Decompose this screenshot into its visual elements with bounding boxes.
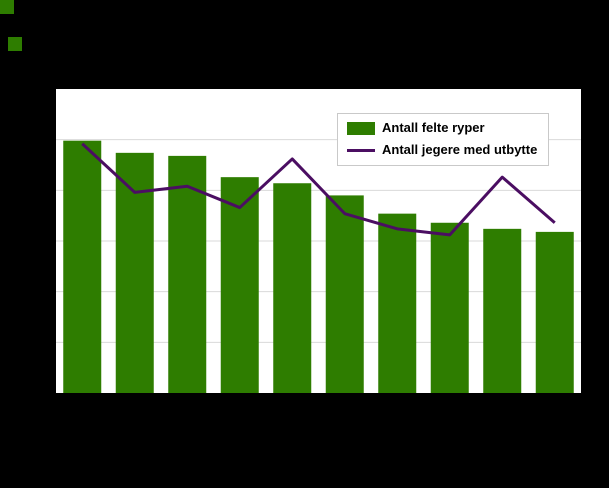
line-swatch-icon — [347, 148, 375, 152]
bar — [430, 222, 469, 393]
bar — [325, 195, 364, 393]
bar — [63, 140, 102, 393]
bar — [220, 177, 259, 393]
legend: Antall felte ryper Antall jegere med utb… — [337, 113, 549, 166]
legend-item-line: Antall jegere med utbytte — [347, 142, 539, 158]
legend-label: Antall jegere med utbytte — [382, 142, 538, 158]
legend-item-bars: Antall felte ryper — [347, 120, 539, 135]
title-marker-icon — [8, 37, 22, 51]
bar — [483, 228, 522, 393]
bar — [273, 183, 312, 393]
bar — [115, 152, 154, 393]
bar — [535, 231, 574, 393]
bar — [168, 155, 207, 393]
chart-svg — [56, 139, 581, 393]
bar-swatch-icon — [347, 121, 375, 135]
plot-area: Antall felte ryper Antall jegere med utb… — [55, 88, 582, 394]
bar — [378, 213, 417, 393]
trend-line — [81, 142, 556, 237]
title-marker-icon — [0, 0, 14, 14]
legend-label: Antall felte ryper — [382, 120, 485, 135]
